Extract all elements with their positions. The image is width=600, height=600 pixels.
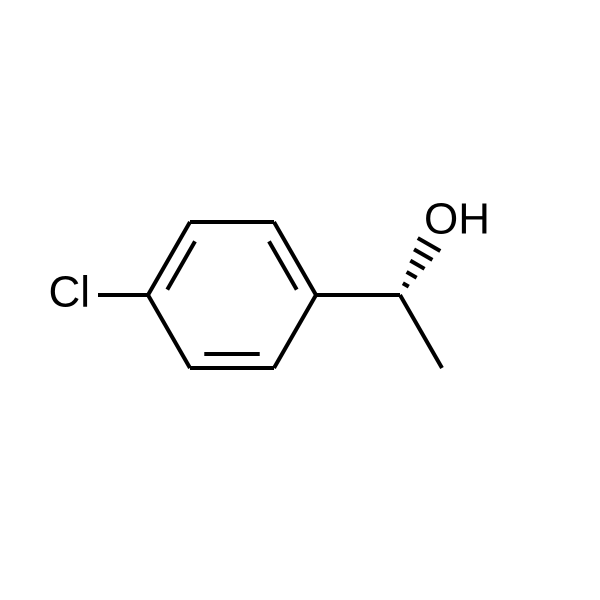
chlorine-label: Cl <box>48 268 90 317</box>
hydroxyl-label: OH <box>424 195 490 244</box>
bond-layer <box>98 222 442 368</box>
molecule-diagram: Cl OH <box>0 0 600 600</box>
